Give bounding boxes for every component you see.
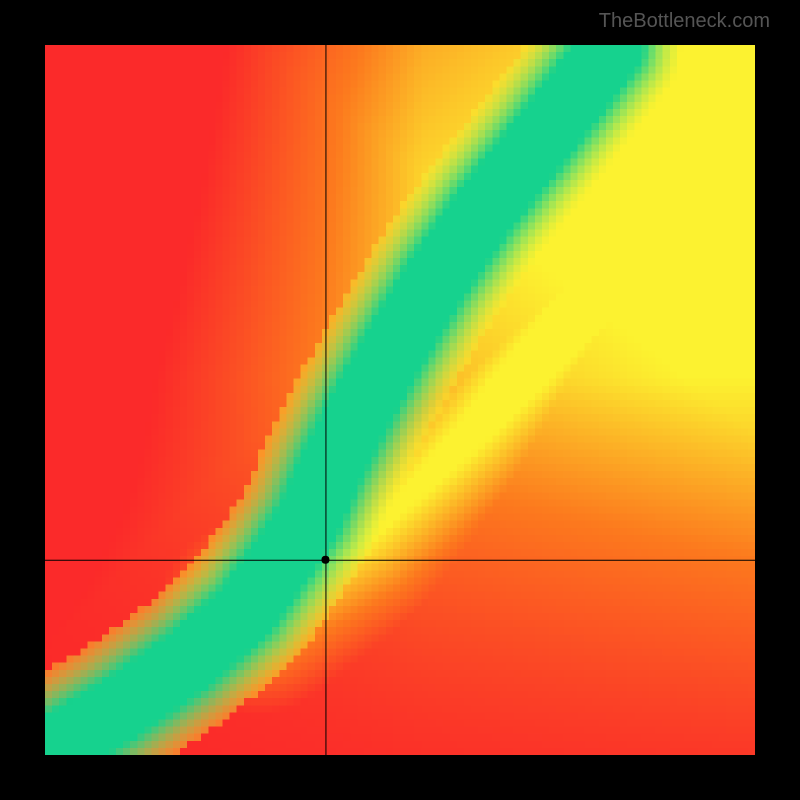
crosshair-overlay — [45, 45, 755, 755]
heatmap-plot — [45, 45, 755, 755]
chart-container: TheBottleneck.com — [0, 0, 800, 800]
watermark-text: TheBottleneck.com — [599, 10, 770, 33]
